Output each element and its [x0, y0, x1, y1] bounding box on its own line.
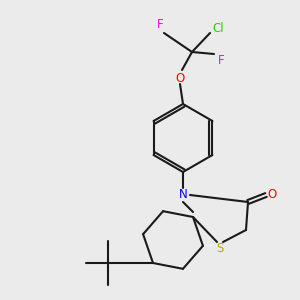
Text: S: S: [216, 242, 224, 254]
Text: N: N: [178, 188, 188, 202]
Text: O: O: [267, 188, 277, 202]
Text: O: O: [176, 71, 184, 85]
Text: F: F: [218, 55, 224, 68]
Text: F: F: [157, 17, 163, 31]
Text: Cl: Cl: [212, 22, 224, 34]
